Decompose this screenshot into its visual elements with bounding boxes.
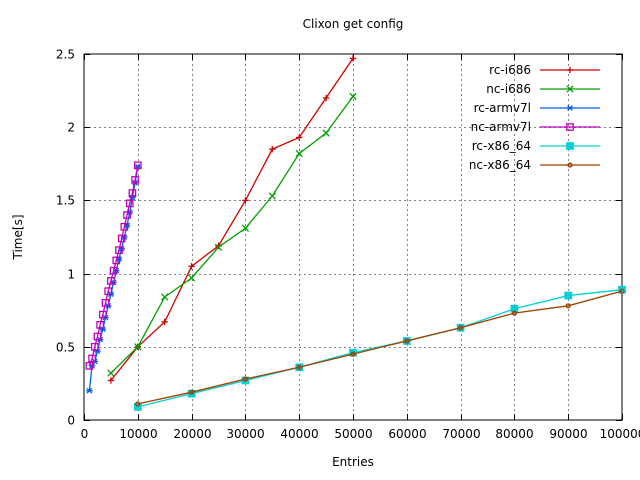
legend-label-rc-x86_64: rc-x86_64 [472, 139, 531, 153]
legend-marker-rc-armv7l [566, 105, 574, 111]
legend-marker-rc-x86_64 [566, 142, 574, 150]
legend: rc-i686 nc-i686 rc-armv7l nc-armv7l rc-x86_6… [469, 63, 600, 172]
legend-marker-nc-armv7l [566, 123, 574, 131]
x-tick-label: 0 [81, 427, 89, 441]
legend-marker-rc-i686 [566, 66, 574, 74]
legend-marker-nc-x86_64 [567, 162, 573, 168]
legend-label-rc-i686: rc-i686 [489, 63, 531, 77]
x-tick-label: 70000 [442, 427, 480, 441]
x-tick-label: 50000 [334, 427, 372, 441]
x-tick-label: 20000 [173, 427, 211, 441]
x-tick-label: 60000 [388, 427, 426, 441]
tick-labels: 0 0.5 1 1.5 2 2.5 0 10000 20000 30000 40000 50000 60… [56, 48, 640, 442]
legend-label-nc-i686: nc-i686 [486, 82, 531, 96]
chart-title: Clixon get config [303, 17, 404, 31]
x-tick-label: 100000 [600, 427, 640, 441]
x-tick-label: 80000 [495, 427, 533, 441]
series-nc-x86_64 [135, 288, 625, 407]
x-axis-label: Entries [332, 455, 374, 469]
x-tick-label: 10000 [119, 427, 157, 441]
x-tick-label: 30000 [226, 427, 264, 441]
y-tick-label: 2.5 [56, 48, 75, 62]
y-tick-label: 1 [67, 268, 75, 282]
x-tick-label: 90000 [549, 427, 587, 441]
series-nc-i686 [107, 92, 357, 377]
legend-label-rc-armv7l: rc-armv7l [474, 101, 531, 115]
legend-label-nc-armv7l: nc-armv7l [471, 120, 531, 134]
y-tick-label: 0.5 [56, 341, 75, 355]
series-nc-armv7l [85, 161, 142, 370]
plot-frame [83, 53, 623, 421]
y-tick-label: 1.5 [56, 194, 75, 208]
grid-lines [84, 54, 622, 420]
y-tick-label: 0 [67, 414, 75, 428]
y-axis-label: Time[s] [11, 215, 25, 261]
x-tick-label: 40000 [280, 427, 318, 441]
legend-label-nc-x86_64: nc-x86_64 [469, 158, 531, 172]
data-series [85, 55, 626, 411]
y-tick-label: 2 [67, 121, 75, 135]
legend-marker-nc-i686 [566, 85, 574, 93]
